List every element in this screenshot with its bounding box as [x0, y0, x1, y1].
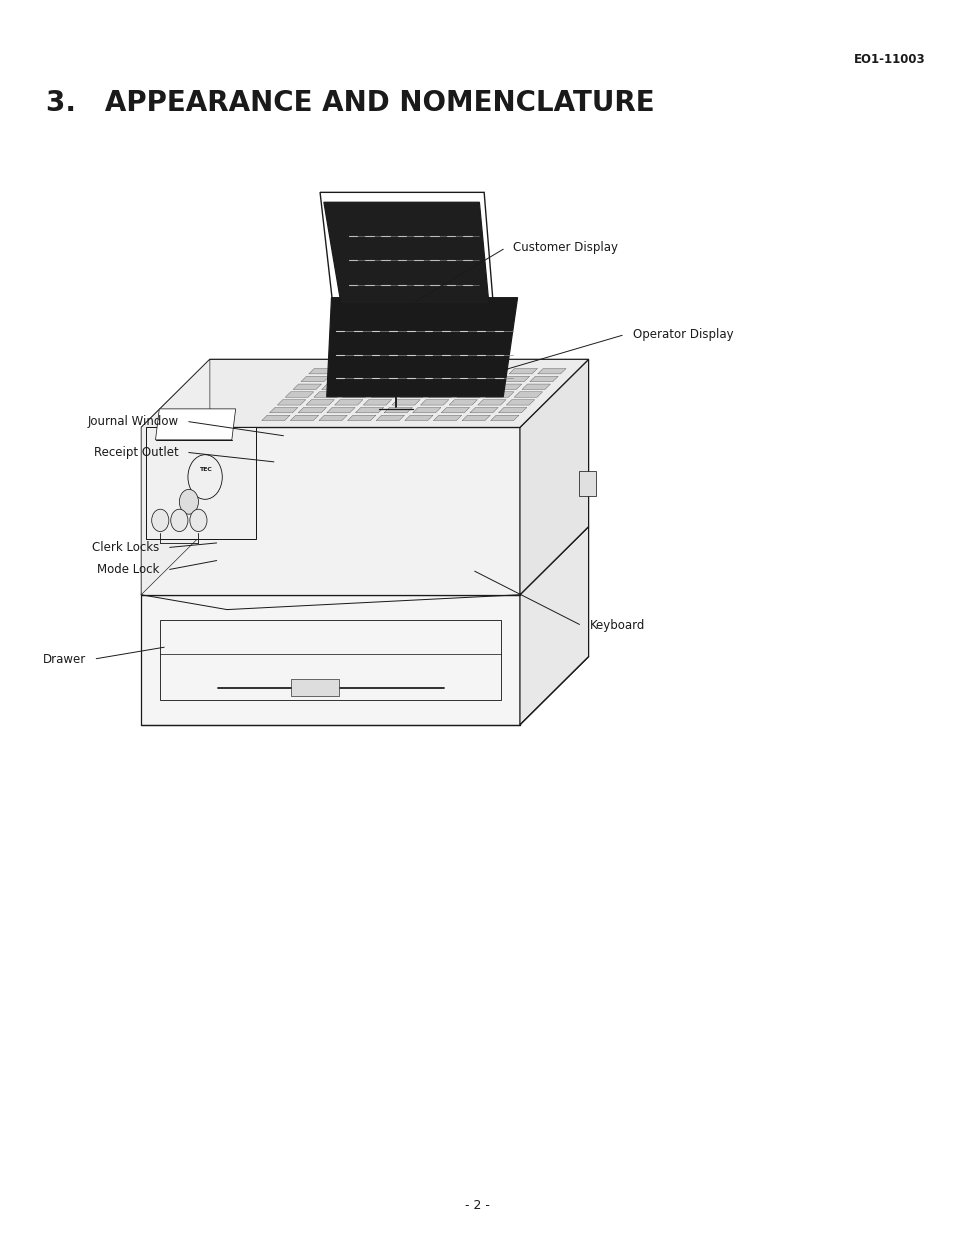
Polygon shape [404, 415, 433, 421]
Polygon shape [464, 384, 493, 389]
Polygon shape [293, 384, 321, 389]
Polygon shape [441, 408, 469, 413]
Circle shape [179, 489, 198, 514]
Text: Receipt Outlet: Receipt Outlet [93, 446, 178, 458]
Text: 3.   APPEARANCE AND NOMENCLATURE: 3. APPEARANCE AND NOMENCLATURE [46, 89, 654, 118]
Polygon shape [337, 368, 365, 374]
Polygon shape [323, 202, 488, 304]
Polygon shape [300, 377, 329, 382]
Polygon shape [500, 377, 529, 382]
Polygon shape [521, 384, 550, 389]
Polygon shape [329, 377, 357, 382]
Polygon shape [514, 392, 542, 398]
Polygon shape [155, 409, 235, 440]
Polygon shape [347, 415, 375, 421]
Polygon shape [371, 392, 399, 398]
Polygon shape [298, 408, 326, 413]
Polygon shape [506, 400, 534, 405]
Polygon shape [290, 415, 318, 421]
Polygon shape [407, 384, 436, 389]
Polygon shape [355, 408, 383, 413]
Polygon shape [291, 679, 338, 696]
Polygon shape [490, 415, 518, 421]
Polygon shape [413, 408, 440, 413]
Polygon shape [270, 408, 297, 413]
Text: Customer Display: Customer Display [513, 242, 618, 254]
Circle shape [152, 509, 169, 532]
Text: Keyboard: Keyboard [589, 620, 644, 632]
Polygon shape [326, 297, 517, 396]
Polygon shape [537, 368, 565, 374]
Polygon shape [141, 595, 519, 725]
Polygon shape [309, 368, 336, 374]
Polygon shape [366, 368, 394, 374]
Text: Mode Lock: Mode Lock [97, 564, 159, 576]
Circle shape [171, 509, 188, 532]
Polygon shape [415, 377, 443, 382]
Text: TEC: TEC [198, 467, 212, 472]
Polygon shape [578, 471, 596, 496]
Polygon shape [314, 392, 342, 398]
Polygon shape [261, 415, 290, 421]
Polygon shape [436, 384, 464, 389]
Polygon shape [395, 368, 422, 374]
Polygon shape [433, 415, 461, 421]
Polygon shape [357, 377, 386, 382]
Polygon shape [519, 359, 588, 595]
Circle shape [190, 509, 207, 532]
Polygon shape [456, 392, 485, 398]
Polygon shape [321, 384, 350, 389]
Polygon shape [392, 400, 419, 405]
Polygon shape [327, 408, 355, 413]
Circle shape [188, 455, 222, 499]
Polygon shape [509, 368, 537, 374]
Polygon shape [469, 408, 497, 413]
Polygon shape [318, 415, 347, 421]
Text: Drawer: Drawer [43, 653, 86, 665]
Polygon shape [493, 384, 521, 389]
Polygon shape [399, 392, 428, 398]
Text: Clerk Locks: Clerk Locks [92, 541, 159, 554]
Text: Operator Display: Operator Display [632, 328, 732, 341]
Polygon shape [480, 368, 508, 374]
Polygon shape [277, 400, 306, 405]
Polygon shape [519, 527, 588, 725]
Polygon shape [141, 527, 588, 595]
Polygon shape [363, 400, 392, 405]
Polygon shape [423, 368, 451, 374]
Polygon shape [477, 400, 505, 405]
Polygon shape [485, 392, 514, 398]
Polygon shape [378, 384, 407, 389]
Polygon shape [335, 400, 363, 405]
Polygon shape [350, 384, 378, 389]
Polygon shape [472, 377, 500, 382]
Polygon shape [529, 377, 558, 382]
Text: - 2 -: - 2 - [464, 1199, 489, 1212]
Polygon shape [306, 400, 335, 405]
Polygon shape [497, 408, 526, 413]
Polygon shape [285, 392, 314, 398]
Polygon shape [342, 392, 371, 398]
Text: Journal Window: Journal Window [87, 415, 178, 427]
Polygon shape [428, 392, 456, 398]
Polygon shape [452, 368, 479, 374]
Polygon shape [449, 400, 476, 405]
Text: EO1-11003: EO1-11003 [853, 53, 924, 66]
Polygon shape [141, 359, 588, 427]
Polygon shape [141, 427, 519, 595]
Polygon shape [384, 408, 412, 413]
Polygon shape [461, 415, 490, 421]
Polygon shape [386, 377, 415, 382]
Polygon shape [375, 415, 404, 421]
Polygon shape [420, 400, 448, 405]
Polygon shape [146, 427, 255, 539]
Polygon shape [141, 359, 210, 595]
Polygon shape [443, 377, 472, 382]
